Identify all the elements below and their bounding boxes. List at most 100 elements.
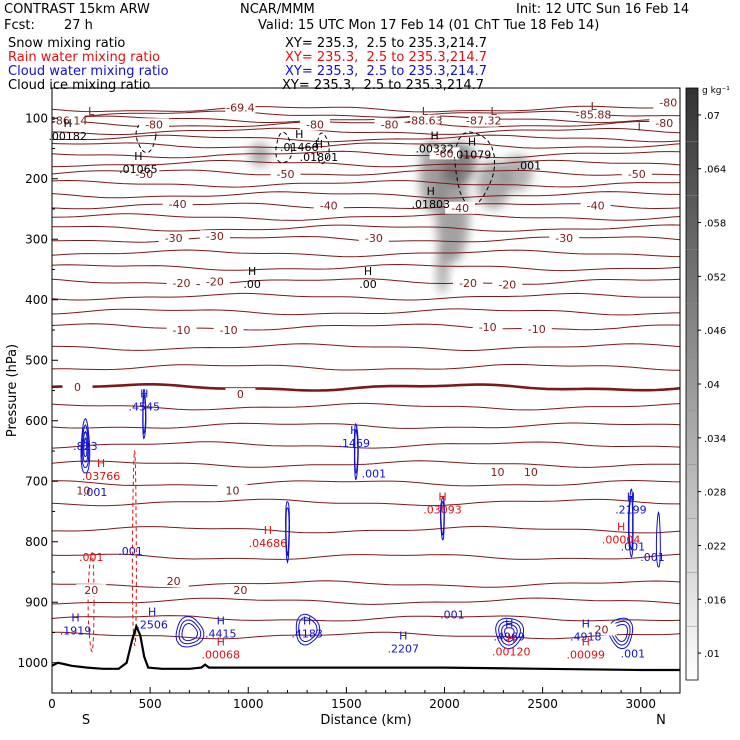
temp-min-marker: L	[490, 105, 497, 118]
snow-max-marker: H	[364, 265, 372, 278]
cloud-contour	[498, 620, 521, 646]
cloud-water-max-value: .2199	[615, 503, 647, 516]
cloud-contour	[285, 507, 290, 557]
y-tick-label: 900	[25, 595, 48, 609]
colorbar-tick-label: .064	[704, 165, 726, 176]
snow-max-value: .01466	[280, 141, 319, 154]
cloud-contour	[275, 131, 293, 164]
contour-value-label: .001	[362, 467, 387, 480]
temperature-label: 20	[167, 575, 181, 588]
colorbar	[685, 87, 699, 681]
y-tick-label: 800	[25, 535, 48, 549]
temp-label-bg	[225, 101, 256, 114]
field-label-cloud-ice: Cloud ice mixing ratio	[8, 78, 151, 93]
rain-max-marker: H	[582, 636, 590, 649]
temperature-label: -85.88	[576, 109, 611, 122]
temp-min-marker: L	[591, 100, 598, 113]
isotherm	[52, 278, 680, 286]
temperature-label: -80	[659, 97, 677, 110]
isotherm	[52, 263, 680, 272]
y-axis-title: Pressure (hPa)	[5, 344, 20, 437]
temperature-label: -20	[498, 279, 516, 292]
isotherm	[52, 525, 680, 534]
rain-max-value: .00004	[602, 534, 641, 547]
y-tick-label: 600	[25, 414, 48, 428]
temp-label-bg	[521, 322, 552, 335]
temperature-label: -40	[587, 199, 605, 212]
snow-max-value: .00	[243, 278, 261, 291]
temperature-label: -30	[365, 232, 383, 245]
y-tick-label: 100	[25, 111, 48, 125]
snow-max-marker: H	[248, 265, 256, 278]
isotherm	[52, 134, 680, 143]
field-label-snow: Snow mixing ratio	[8, 36, 126, 51]
xy-label-cloud-water: XY= 235.3, 2.5 to 235.3,214.7	[285, 64, 488, 79]
temperature-label: -20	[459, 277, 477, 290]
center-name: NCAR/MMM	[240, 2, 315, 17]
colorbar-tick-label: .034	[704, 434, 726, 445]
isotherm	[52, 105, 680, 113]
temperature-label: -50	[277, 168, 295, 181]
temp-label-bg	[213, 324, 244, 336]
cloud-water-max-marker: H	[505, 618, 513, 631]
isotherm	[52, 308, 680, 316]
isotherm	[52, 191, 680, 199]
temp-label-bg	[445, 201, 476, 214]
isotherm	[52, 498, 680, 507]
x-tick-label: 1500	[331, 697, 362, 711]
contour-value-label: .001	[440, 608, 465, 621]
y-tick-label: 200	[25, 172, 48, 186]
snow-max-marker: H	[468, 135, 476, 148]
isotherm	[52, 422, 680, 429]
cloud-contour	[354, 428, 359, 474]
snow-max-value: .01801	[300, 151, 339, 164]
contour-value-label: .001	[79, 551, 104, 564]
temperature-label: -40	[169, 198, 187, 211]
isotherm	[52, 363, 680, 371]
temp-label-bg	[429, 147, 460, 160]
x-tick-label: 1000	[233, 697, 264, 711]
temp-label-bg	[453, 276, 484, 289]
y-tick-label: 300	[25, 232, 48, 246]
temp-label-bg	[158, 575, 189, 588]
temperature-label: -80	[306, 118, 324, 131]
colorbar-tick-label: .058	[704, 219, 726, 230]
cloud-water-max-marker: H	[582, 618, 590, 631]
temperature-label: -20	[206, 276, 224, 289]
colorbar-tick-label: .046	[704, 326, 726, 337]
rain-max-marker: H	[438, 490, 446, 503]
isotherm	[52, 402, 680, 411]
isotherm	[52, 202, 680, 210]
snow-max-value: .00	[359, 278, 377, 291]
cloud-water-max-value: .4545	[128, 401, 160, 414]
temp-label-bg	[549, 232, 580, 245]
x-tick-label: 2500	[527, 697, 558, 711]
isotherm	[52, 150, 680, 159]
x-axis-title: Distance (km)	[320, 713, 411, 728]
isotherm	[52, 110, 680, 118]
isotherm	[52, 292, 680, 301]
temperature-label: -88.63	[407, 115, 442, 128]
cloud-contour	[181, 622, 199, 642]
rain-max-value: .04686	[249, 537, 288, 550]
temperature-label: -69.4	[226, 101, 254, 114]
temperature-label: 0	[237, 388, 244, 401]
x-tick-label: 2000	[429, 697, 460, 711]
cloud-water-max-marker: H	[140, 388, 148, 401]
south-end-label: S	[82, 713, 90, 728]
cloud-contour	[504, 627, 515, 639]
temp-label-bg	[62, 380, 93, 393]
temp-label-bg	[358, 232, 389, 245]
y-tick-label: 400	[25, 293, 48, 307]
temp-label-bg	[225, 388, 256, 401]
snow-shading	[435, 166, 470, 264]
rain-max-marker: H	[264, 524, 272, 537]
snow-max-marker: H	[295, 128, 303, 141]
field-label-rain: Rain water mixing ratio	[8, 50, 161, 65]
snow-max-marker: H	[431, 129, 439, 142]
forecast-hour: 27 h	[64, 18, 93, 33]
xy-label-rain: XY= 235.3, 2.5 to 235.3,214.7	[285, 50, 488, 65]
contour-value-label: .001	[621, 648, 646, 661]
isotherm	[52, 460, 680, 468]
snow-max-value: .01803	[412, 198, 451, 211]
